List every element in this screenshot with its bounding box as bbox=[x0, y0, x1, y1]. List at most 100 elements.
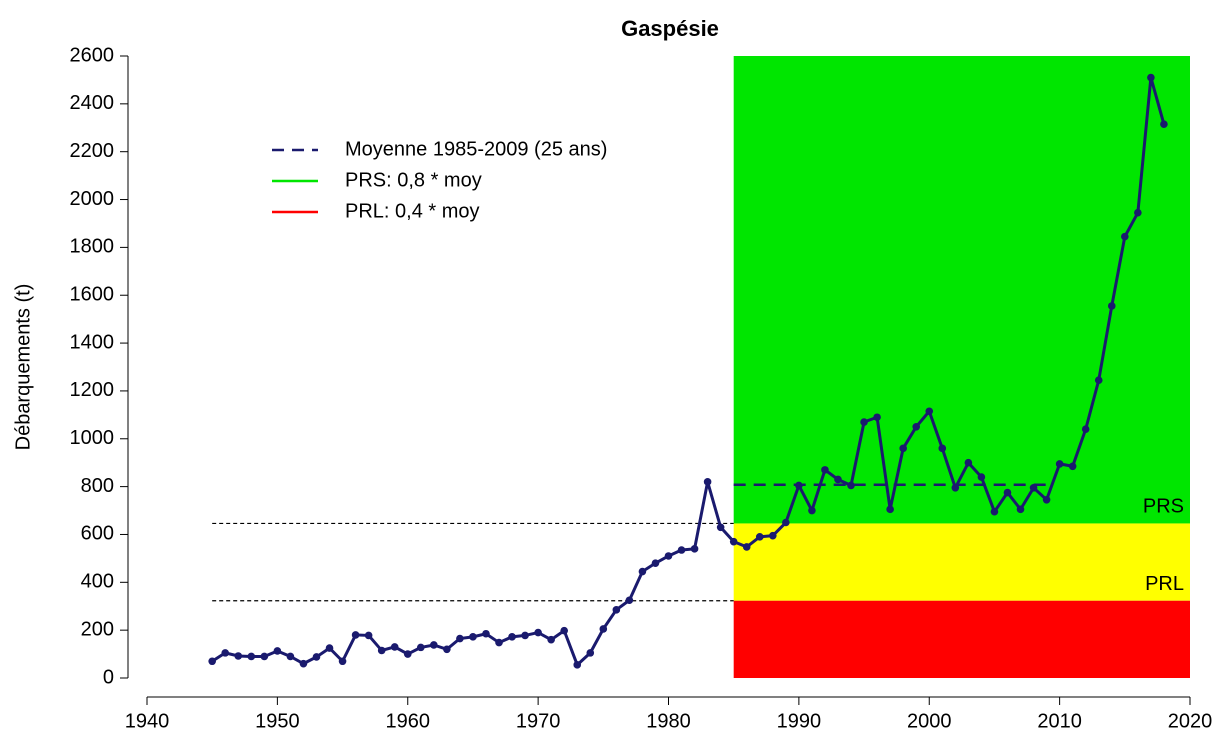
data-point bbox=[1003, 488, 1012, 497]
y-tick-label: 1400 bbox=[70, 331, 115, 353]
data-point bbox=[742, 543, 751, 551]
y-axis-label: Débarquements (t) bbox=[12, 284, 34, 451]
data-point bbox=[821, 466, 829, 474]
data-point bbox=[729, 537, 738, 546]
x-tick-label: 1960 bbox=[386, 710, 431, 732]
data-point bbox=[325, 644, 334, 652]
x-tick-label: 1970 bbox=[516, 710, 561, 732]
data-point bbox=[1134, 208, 1142, 217]
x-tick-label: 1990 bbox=[777, 710, 822, 732]
data-point bbox=[860, 418, 868, 426]
x-tick-label: 2010 bbox=[1037, 710, 1082, 732]
data-point bbox=[299, 659, 308, 668]
chart-title: Gaspésie bbox=[621, 16, 719, 41]
x-tick-label: 2000 bbox=[907, 710, 952, 732]
y-tick-label: 400 bbox=[81, 571, 114, 593]
data-point bbox=[469, 633, 477, 641]
data-point bbox=[1160, 120, 1168, 128]
data-point bbox=[677, 546, 686, 554]
y-tick-label: 200 bbox=[81, 618, 114, 640]
data-point bbox=[886, 505, 894, 514]
zone-red bbox=[733, 600, 1190, 678]
data-point bbox=[977, 473, 986, 481]
data-point bbox=[547, 635, 555, 644]
data-point bbox=[638, 567, 647, 576]
data-point bbox=[495, 638, 503, 647]
y-tick-label: 600 bbox=[81, 523, 114, 545]
data-point bbox=[690, 545, 699, 553]
data-point bbox=[651, 559, 660, 567]
data-point bbox=[834, 475, 842, 484]
data-point bbox=[403, 650, 412, 658]
data-point bbox=[964, 458, 973, 467]
zone-label: PRS bbox=[1143, 496, 1184, 518]
data-point bbox=[1147, 73, 1155, 82]
y-tick-label: 2000 bbox=[70, 188, 115, 210]
data-point bbox=[508, 633, 516, 641]
data-point bbox=[755, 533, 764, 541]
data-point bbox=[351, 631, 360, 639]
x-tick-label: 2020 bbox=[1168, 710, 1213, 732]
data-point bbox=[390, 643, 399, 651]
data-point bbox=[664, 552, 673, 560]
data-point bbox=[625, 596, 634, 605]
data-point bbox=[573, 661, 582, 669]
zone-green bbox=[733, 56, 1190, 524]
zone-label: PRL bbox=[1145, 573, 1184, 595]
data-point bbox=[286, 652, 295, 661]
data-point bbox=[912, 423, 921, 431]
data-point bbox=[1107, 302, 1116, 310]
data-point bbox=[234, 652, 243, 660]
data-point bbox=[1055, 460, 1064, 468]
data-point bbox=[612, 606, 621, 614]
zone-yellow bbox=[733, 523, 1190, 601]
data-point bbox=[247, 652, 256, 661]
data-point bbox=[273, 647, 282, 655]
data-point bbox=[416, 643, 425, 652]
x-tick-label: 1940 bbox=[125, 710, 170, 732]
data-point bbox=[521, 631, 529, 640]
data-point bbox=[782, 518, 790, 527]
data-point bbox=[560, 626, 568, 635]
x-tick-label: 1980 bbox=[646, 710, 691, 732]
data-point bbox=[482, 629, 490, 638]
data-point bbox=[1081, 425, 1090, 434]
legend-label: PRL: 0,4 * moy bbox=[345, 200, 480, 222]
data-point bbox=[443, 645, 451, 654]
y-tick-label: 1000 bbox=[70, 427, 115, 449]
data-point bbox=[1068, 462, 1077, 471]
data-point bbox=[938, 444, 947, 453]
data-point bbox=[430, 641, 438, 649]
y-tick-label: 2600 bbox=[70, 44, 115, 66]
data-point bbox=[795, 481, 803, 490]
legend-label: Moyenne 1985-2009 (25 ans) bbox=[345, 138, 607, 160]
data-point bbox=[586, 649, 595, 657]
y-tick-label: 800 bbox=[81, 475, 114, 497]
data-point bbox=[808, 506, 816, 515]
y-tick-label: 2200 bbox=[70, 140, 115, 162]
data-point bbox=[1121, 232, 1129, 241]
y-tick-label: 1600 bbox=[70, 284, 115, 306]
y-tick-label: 0 bbox=[103, 666, 114, 688]
x-tick-label: 1950 bbox=[255, 710, 300, 732]
data-point bbox=[260, 652, 269, 661]
data-point bbox=[1094, 376, 1103, 384]
data-point bbox=[208, 657, 216, 666]
data-point bbox=[899, 444, 907, 453]
data-point bbox=[599, 625, 608, 633]
data-point bbox=[716, 523, 725, 532]
data-point bbox=[1029, 484, 1038, 492]
y-tick-label: 1800 bbox=[70, 236, 115, 258]
y-tick-label: 1200 bbox=[70, 379, 115, 401]
data-point bbox=[703, 478, 712, 486]
data-point bbox=[312, 653, 321, 661]
data-point bbox=[769, 531, 777, 540]
data-point bbox=[873, 413, 881, 422]
data-point bbox=[1042, 495, 1051, 504]
data-point bbox=[221, 649, 230, 657]
data-point bbox=[847, 481, 855, 490]
data-point bbox=[951, 484, 960, 492]
data-point bbox=[338, 657, 347, 666]
data-point bbox=[377, 646, 386, 655]
